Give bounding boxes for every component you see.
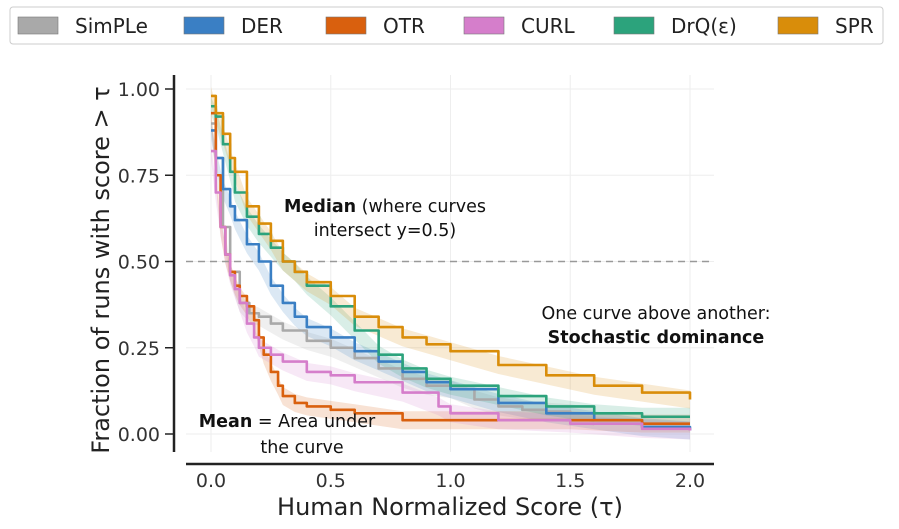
median-annotation-line2: intersect y=0.5): [314, 221, 456, 241]
y-axis-title: Fraction of runs with score > τ: [87, 86, 115, 453]
y-tick-label: 0.25: [118, 338, 160, 360]
x-ticks: 0.0 0.5 1.0 1.5 2.0: [196, 470, 705, 492]
x-tick-label: 1.0: [435, 470, 465, 492]
legend: SimPLe DER OTR CURL DrQ(ε) SPR: [9, 6, 884, 45]
series-lines: [211, 94, 692, 431]
legend-swatch: [463, 16, 505, 35]
x-tick-label: 1.5: [555, 470, 585, 492]
legend-label: CURL: [521, 14, 576, 38]
mean-annotation-line2: the curve: [260, 438, 343, 458]
legend-label: SPR: [835, 14, 874, 38]
band-0: [211, 114, 595, 426]
dominance-annotation-line1: One curve above another:: [541, 304, 770, 324]
legend-swatch: [325, 16, 367, 35]
median-annotation: Median (where curves: [284, 197, 486, 217]
legend-label: OTR: [383, 14, 425, 38]
legend-swatch: [613, 16, 655, 35]
mean-annotation: Mean = Area under: [199, 412, 376, 432]
x-tick-label: 2.0: [675, 470, 705, 492]
legend-swatch: [777, 16, 819, 35]
series-line-3: [211, 149, 692, 431]
mean-bold: Mean: [199, 412, 253, 432]
legend-label: DrQ(ε): [671, 14, 737, 38]
legend-swatch: [183, 16, 225, 35]
x-tick-label: 0.5: [316, 470, 346, 492]
legend-label: SimPLe: [75, 14, 148, 38]
dominance-annotation-line2: Stochastic dominance: [548, 328, 765, 348]
y-tick-label: 1.00: [118, 79, 160, 101]
legend-frame: [9, 6, 884, 45]
x-axis-title: Human Normalized Score (τ): [277, 493, 623, 521]
median-bold: Median: [284, 197, 356, 217]
legend-label: DER: [241, 14, 283, 38]
x-tick-label: 0.0: [196, 470, 226, 492]
mean-rest: = Area under: [252, 412, 376, 432]
median-rest: (where curves: [356, 197, 486, 217]
y-tick-label: 0.00: [118, 424, 160, 446]
series-line-5: [211, 94, 692, 400]
y-ticks: 0.00 0.25 0.50 0.75 1.00: [118, 79, 174, 446]
y-tick-label: 0.50: [118, 252, 160, 274]
y-tick-label: 0.75: [118, 165, 160, 187]
legend-swatch: [17, 16, 59, 35]
